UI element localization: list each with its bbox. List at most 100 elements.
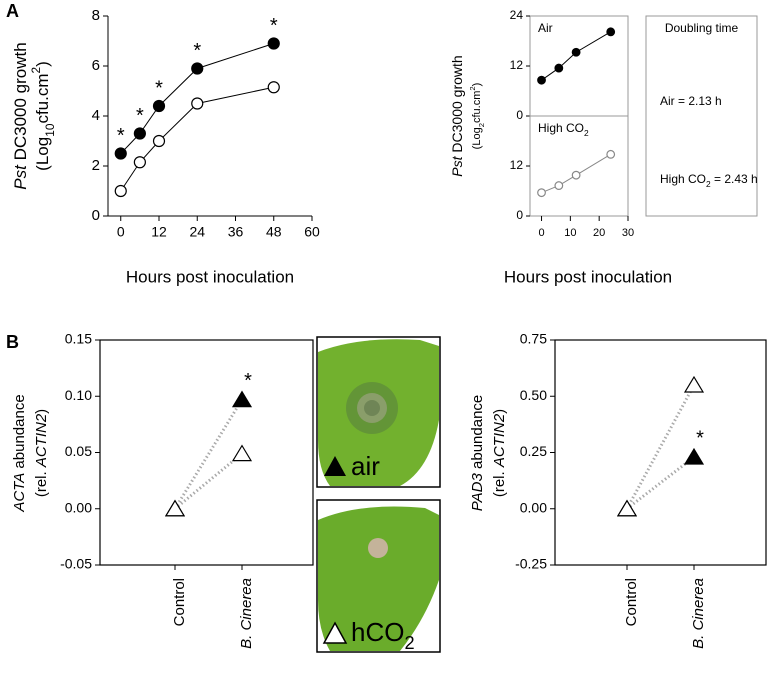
data-point (554, 181, 564, 190)
y-tick-label: 6 (92, 57, 100, 74)
y-tick-label: 0 (516, 208, 523, 222)
y-tick-label: 8 (92, 7, 100, 24)
text-part: hCO (351, 617, 404, 647)
data-point (191, 97, 204, 110)
text-part: Pst (11, 164, 30, 190)
y-tick-label: 12 (510, 58, 524, 72)
series-link (174, 452, 243, 510)
text-part: (rel. (33, 467, 50, 497)
text-part: Pst (449, 155, 465, 176)
x-tick-label: 10 (564, 227, 576, 239)
significance-mark: * (155, 77, 163, 99)
y-tick-label: 0 (92, 207, 100, 224)
panel-title: High CO2 (538, 121, 589, 138)
text-part: abundance (11, 394, 28, 472)
note-line: High CO2 = 2.43 h (660, 172, 758, 189)
data-point (231, 444, 253, 462)
text-part: 2 (584, 128, 589, 138)
significance-mark: * (244, 370, 252, 392)
y-tick-label: 0.10 (65, 387, 92, 403)
data-point (537, 75, 546, 85)
text-part: (rel. (491, 467, 508, 497)
x-tick-label: 48 (266, 224, 282, 240)
text-part: 2 (477, 123, 486, 127)
text-part: 2 (706, 179, 711, 189)
y-tick-label: 2 (92, 157, 100, 174)
text-part: cfu.cm (471, 91, 483, 123)
text-part: air (351, 451, 380, 481)
note-title: Doubling time (665, 21, 739, 35)
plot-frame (99, 339, 314, 566)
text-part: ) (33, 409, 50, 414)
data-point (114, 184, 127, 198)
data-point (231, 390, 253, 408)
text-part: 2 (468, 86, 477, 90)
x-tick-label: 20 (593, 227, 605, 239)
x-tick-label: 12 (151, 224, 167, 240)
significance-mark: * (136, 105, 144, 127)
photo-label: hCO2 (351, 617, 415, 653)
note-line: Air = 2.13 h (660, 94, 722, 108)
text-part: 2 (29, 66, 43, 73)
y-axis-label: (Log2cfu.cm2) (468, 83, 486, 150)
data-point (571, 170, 581, 180)
significance-mark: * (193, 40, 201, 62)
data-point (606, 149, 616, 159)
y-axis-label: Pst DC3000 growth (449, 55, 465, 176)
y-tick-label: 0.75 (520, 331, 547, 347)
text-part: PAD3 (469, 473, 486, 512)
text-part: ACTA (11, 473, 28, 513)
data-point (683, 447, 705, 465)
plot-frame (554, 339, 767, 566)
y-tick-label: 0.50 (520, 387, 547, 403)
y-tick-label: 0.05 (65, 443, 92, 459)
x-tick-label: B. Cinerea (690, 578, 707, 649)
y-axis-label: (rel. ACTIN2) (33, 409, 50, 497)
y-tick-label: 12 (510, 158, 524, 172)
data-point (683, 375, 705, 393)
y-axis-label: Pst DC3000 growth (11, 42, 30, 189)
data-point (191, 62, 204, 75)
series-line (541, 31, 611, 81)
data-point (554, 63, 564, 73)
text-part: B. Cinerea (690, 578, 707, 649)
y-tick-label: 0.15 (65, 331, 92, 347)
x-tick-label: 30 (622, 227, 634, 239)
series-link (173, 398, 244, 510)
x-tick-label: 36 (228, 224, 244, 240)
text-part: ) (33, 61, 52, 67)
data-point (164, 499, 186, 517)
text-part: = 2.43 h (711, 172, 758, 186)
y-axis-label: PAD3 abundance (469, 395, 486, 511)
x-tick-label: Control (623, 578, 640, 626)
panel-title: Air (538, 21, 553, 35)
data-point (133, 127, 146, 140)
data-point (133, 156, 146, 169)
data-point (616, 499, 638, 517)
y-axis-label: (rel. ACTIN2) (491, 409, 508, 497)
y-tick-label: -0.05 (60, 556, 92, 572)
x-tick-label: 0 (538, 227, 544, 239)
data-point (114, 147, 127, 160)
photo-hco2 (316, 499, 441, 653)
series-line (541, 153, 611, 194)
y-tick-label: 4 (92, 107, 100, 124)
text-part: cfu.cm (33, 73, 52, 123)
y-tick-label: 0 (516, 108, 523, 122)
y-axis-label: (Log10cfu.cm2) (29, 61, 57, 171)
text-part: ACTIN2 (33, 413, 50, 468)
panel-label: A (6, 1, 19, 21)
photo-air (316, 336, 441, 488)
series-link (626, 455, 695, 510)
note-box (645, 15, 758, 217)
text-part: (Log (471, 127, 483, 149)
y-tick-label: 24 (510, 8, 524, 22)
text-part: Air (538, 21, 553, 35)
text-part: High CO (538, 121, 584, 135)
x-tick-label: 24 (189, 224, 205, 240)
text-part: DC3000 growth (449, 55, 465, 156)
significance-mark: * (117, 125, 125, 147)
data-point (606, 27, 616, 37)
series-link (625, 384, 696, 510)
